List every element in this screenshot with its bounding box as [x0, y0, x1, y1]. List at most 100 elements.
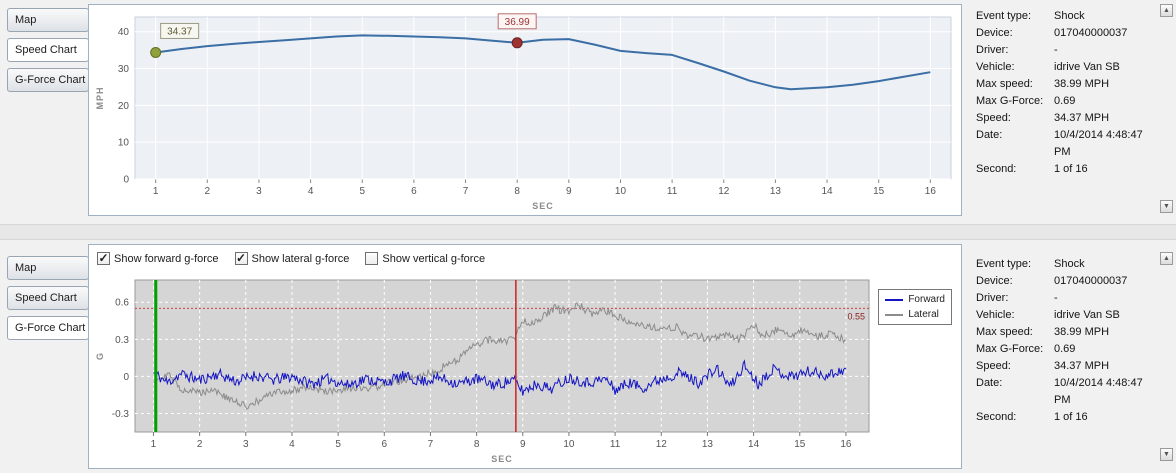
info-label: Vehicle: [976, 309, 1015, 321]
x-tick-label: 7 [463, 186, 469, 197]
speed-marker-1[interactable] [150, 46, 162, 58]
info-label: Driver: [976, 44, 1009, 56]
x-tick-label: 6 [411, 186, 417, 197]
legend-line-icon [885, 298, 904, 301]
x-tick-label: 15 [794, 439, 806, 450]
x-tick-label: 7 [428, 439, 434, 450]
x-tick-label: 14 [748, 439, 760, 450]
checkbox-show-forward-g-force[interactable]: ✓ Show forward g-force [97, 252, 219, 265]
info-value: Shock [1054, 10, 1085, 22]
info-label: Device: [976, 27, 1013, 39]
legend-item-forward: Forward [885, 292, 945, 307]
x-tick-label: 5 [359, 186, 365, 197]
scroll-down-button[interactable]: ▼ [1160, 200, 1173, 213]
tab-map[interactable]: Map [7, 8, 89, 32]
info-value: 38.99 MPH [1054, 78, 1110, 90]
x-tick-label: 12 [718, 186, 730, 197]
info-value: 1 of 16 [1054, 163, 1088, 175]
gforce-chart: 1 2 3 4 5 6 7 8 9 10 11 12 13 14 15 16-0.300.30.6GSEC0.… [95, 279, 870, 464]
x-tick-label: 4 [289, 439, 295, 450]
event-info-panel-bottom: Event type: Shock Device: 017040000037 Drive… [976, 256, 1158, 426]
marker-value-label: 36.99 [505, 17, 530, 28]
info-row-date: Date: 10/4/2014 4:48:47 PM [976, 375, 1158, 409]
info-value: 38.99 MPH [1054, 326, 1110, 338]
x-tick-label: 13 [702, 439, 714, 450]
y-tick-label: -0.3 [112, 409, 130, 420]
x-tick-label: 3 [243, 439, 249, 450]
gforce-options-row: ✓ Show forward g-force ✓ Show lateral g-for… [89, 245, 961, 272]
marker-value-tooltip [497, 13, 537, 30]
y-tick-label: 0 [123, 372, 129, 383]
info-value: - [1054, 44, 1058, 56]
info-value: Shock [1054, 258, 1085, 270]
x-tick-label: 4 [308, 186, 314, 197]
x-tick-label: 8 [514, 186, 520, 197]
tab-speed-chart[interactable]: Speed Chart [7, 286, 89, 310]
checkbox-label: Show forward g-force [114, 252, 219, 265]
event-info-panel-top: Event type: Shock Device: 017040000037 Drive… [976, 8, 1158, 178]
x-axis-title: SEC [532, 201, 554, 211]
legend-label: Lateral [908, 309, 939, 320]
speed-chart-container: 1 2 3 4 5 6 7 8 9 10 11 12 13 14 15 16 0 10 20 30 40 MPH SEC 34… [88, 4, 962, 216]
info-value: 10/4/2014 4:48:47 PM [1054, 377, 1143, 406]
info-row-max-speed: Max speed: 38.99 MPH [976, 324, 1158, 341]
tab-g-force-chart[interactable]: G-Force Chart [7, 316, 89, 340]
tab-speed-chart[interactable]: Speed Chart [7, 38, 89, 62]
x-tick-label: 8 [474, 439, 480, 450]
tab-g-force-chart[interactable]: G-Force Chart [7, 68, 89, 92]
y-tick-label: 10 [118, 138, 130, 149]
scroll-up-button[interactable]: ▲ [1160, 252, 1173, 265]
checked-checkbox-icon: ✓ [97, 251, 110, 265]
gforce-panel-tab-list: Map Speed Chart G-Force Chart [7, 256, 89, 346]
info-value: 017040000037 [1054, 27, 1128, 39]
info-row-vehicle: Vehicle: idrive Van SB [976, 59, 1158, 76]
checkbox-show-vertical-g-force[interactable]: Show vertical g-force [365, 252, 485, 265]
legend-item-lateral: Lateral [885, 307, 945, 322]
info-label: Device: [976, 275, 1013, 287]
info-label: Max speed: [976, 326, 1033, 338]
info-label: Max speed: [976, 78, 1033, 90]
x-tick-label: 15 [873, 186, 885, 197]
checkbox-show-lateral-g-force[interactable]: ✓ Show lateral g-force [234, 252, 349, 265]
info-label: Speed: [976, 112, 1011, 124]
info-value: 1 of 16 [1054, 411, 1088, 423]
x-axis-title: SEC [491, 454, 513, 464]
info-label: Max G-Force: [976, 95, 1044, 107]
y-tick-label: 40 [118, 27, 130, 38]
x-tick-label: 13 [770, 186, 782, 197]
y-tick-label: 0.6 [115, 298, 129, 309]
info-value: idrive Van SB [1054, 309, 1120, 321]
x-tick-label: 6 [382, 439, 388, 450]
info-row-max-speed: Max speed: 38.99 MPH [976, 76, 1158, 93]
info-value: 0.69 [1054, 343, 1076, 355]
gforce-plot-area [134, 279, 870, 433]
info-row-driver: Driver: - [976, 42, 1158, 59]
tab-map[interactable]: Map [7, 256, 89, 280]
speed-chart: 1 2 3 4 5 6 7 8 9 10 11 12 13 14 15 16010203040MPHSEC34… [95, 13, 952, 211]
info-label: Event type: [976, 10, 1032, 22]
info-row-date: Date: 10/4/2014 4:48:47 PM [976, 127, 1158, 161]
info-row-max-g-force: Max G-Force: 0.69 [976, 93, 1158, 110]
info-row-event-type: Event type: Shock [976, 8, 1158, 25]
y-tick-label: 20 [118, 101, 130, 112]
marker-value-tooltip [160, 22, 200, 39]
info-label: Date: [976, 377, 1003, 389]
speed-marker-2[interactable] [511, 37, 523, 49]
speed-line [155, 34, 931, 91]
x-tick-label: 3 [256, 186, 262, 197]
x-tick-label: 9 [520, 439, 526, 450]
info-row-device: Device: 017040000037 [976, 273, 1158, 290]
info-label: Date: [976, 129, 1003, 141]
info-row-device: Device: 017040000037 [976, 25, 1158, 42]
scroll-down-button[interactable]: ▼ [1160, 448, 1173, 461]
info-label: Second: [976, 163, 1017, 175]
info-label: Vehicle: [976, 61, 1015, 73]
legend-line-icon [885, 313, 904, 316]
x-tick-label: 16 [925, 186, 937, 197]
threshold-value-label: 0.55 [847, 311, 865, 321]
x-tick-label: 10 [563, 439, 575, 450]
scroll-up-button[interactable]: ▲ [1160, 4, 1173, 17]
y-axis-title: MPH [95, 87, 105, 110]
checkbox-label: Show vertical g-force [382, 252, 486, 265]
x-tick-label: 1 [153, 186, 159, 197]
